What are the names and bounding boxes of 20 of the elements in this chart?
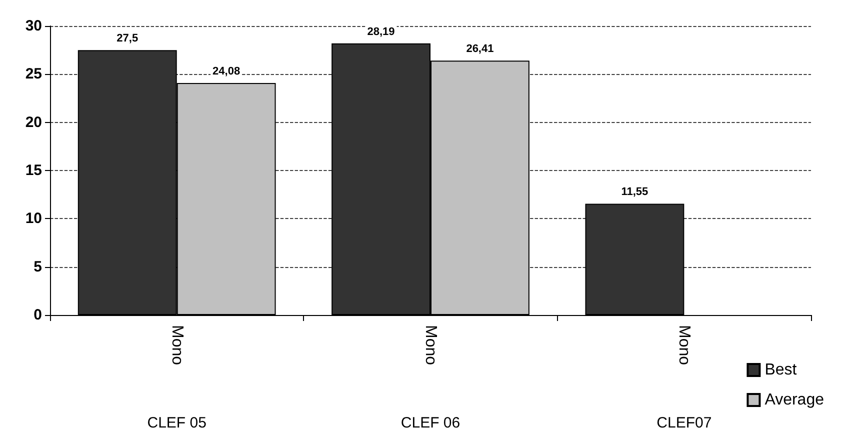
data-label: 26,41 <box>466 43 494 56</box>
y-tick-label: 15 <box>25 162 42 179</box>
legend-label: Average <box>764 392 824 408</box>
legend-label: Best <box>764 362 798 378</box>
data-label: 24,08 <box>212 66 240 78</box>
y-tick-label: 5 <box>34 258 42 276</box>
x-tick-label: Mono <box>422 325 439 366</box>
x-tick-label: Mono <box>676 325 693 366</box>
text: CLEF07 <box>656 414 712 432</box>
text: CLEF 06 <box>400 414 460 432</box>
data-label: 11,55 <box>621 186 648 198</box>
y-tick-label: 0 <box>34 306 42 324</box>
y-tick-label: 25 <box>25 66 42 83</box>
y-tick-label: 20 <box>25 114 42 131</box>
data-label: 27,5 <box>116 32 138 45</box>
y-tick-label: 10 <box>25 210 42 228</box>
text: CLEF 05 <box>147 414 206 432</box>
y-tick-label: 30 <box>25 18 42 34</box>
x-tick-label: Mono <box>168 325 186 366</box>
data-label: 28,19 <box>367 26 395 38</box>
